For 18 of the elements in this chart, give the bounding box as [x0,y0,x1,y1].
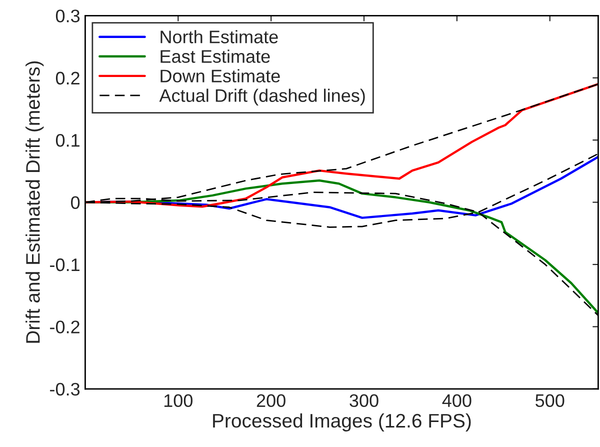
y-axis-title: Drift and Estimated Drift (meters) [26,61,44,343]
x-tick-label: 300 [350,394,378,408]
x-tick-label: 200 [256,394,286,408]
y-tick-label: -0.1 [50,258,80,272]
y-tick-label: 0.3 [56,10,80,22]
legend-label: Down Estimate [160,69,280,82]
x-tick-label: 100 [164,394,192,408]
legend-label: North Estimate [160,30,278,44]
y-tick-label: -0.2 [50,320,80,334]
x-tick-label: 400 [442,394,472,408]
legend-label: East Estimate [160,50,270,63]
y-tick-label: 0.2 [56,72,80,85]
y-tick-label: 0.1 [56,134,80,147]
y-tick-label: 0 [71,196,80,209]
legend-label: Actual Drift (dashed lines) [159,88,365,106]
y-tick-label: -0.3 [50,382,80,396]
x-axis-title: Processed Images (12.6 FPS) [213,413,471,432]
x-tick-label: 500 [536,394,564,408]
